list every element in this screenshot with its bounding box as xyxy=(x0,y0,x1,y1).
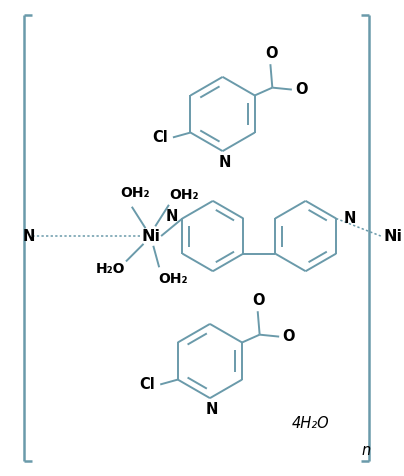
Text: OH₂: OH₂ xyxy=(158,272,187,286)
Text: N: N xyxy=(206,402,218,417)
Text: O: O xyxy=(283,329,295,344)
Text: N: N xyxy=(219,155,231,170)
Text: O: O xyxy=(295,82,308,97)
Text: OH₂: OH₂ xyxy=(169,188,198,202)
Text: OH₂: OH₂ xyxy=(120,186,149,200)
Text: O: O xyxy=(252,293,265,308)
Text: n: n xyxy=(362,443,371,458)
Text: O: O xyxy=(265,46,278,61)
Text: Cl: Cl xyxy=(152,130,168,145)
Text: N: N xyxy=(165,209,177,224)
Text: H₂O: H₂O xyxy=(96,262,125,276)
Text: N: N xyxy=(344,211,356,226)
Text: 4H₂O: 4H₂O xyxy=(292,416,329,431)
Text: Cl: Cl xyxy=(140,377,156,392)
Text: N: N xyxy=(23,228,36,244)
Text: Ni: Ni xyxy=(384,228,403,244)
Text: Ni: Ni xyxy=(142,228,161,244)
